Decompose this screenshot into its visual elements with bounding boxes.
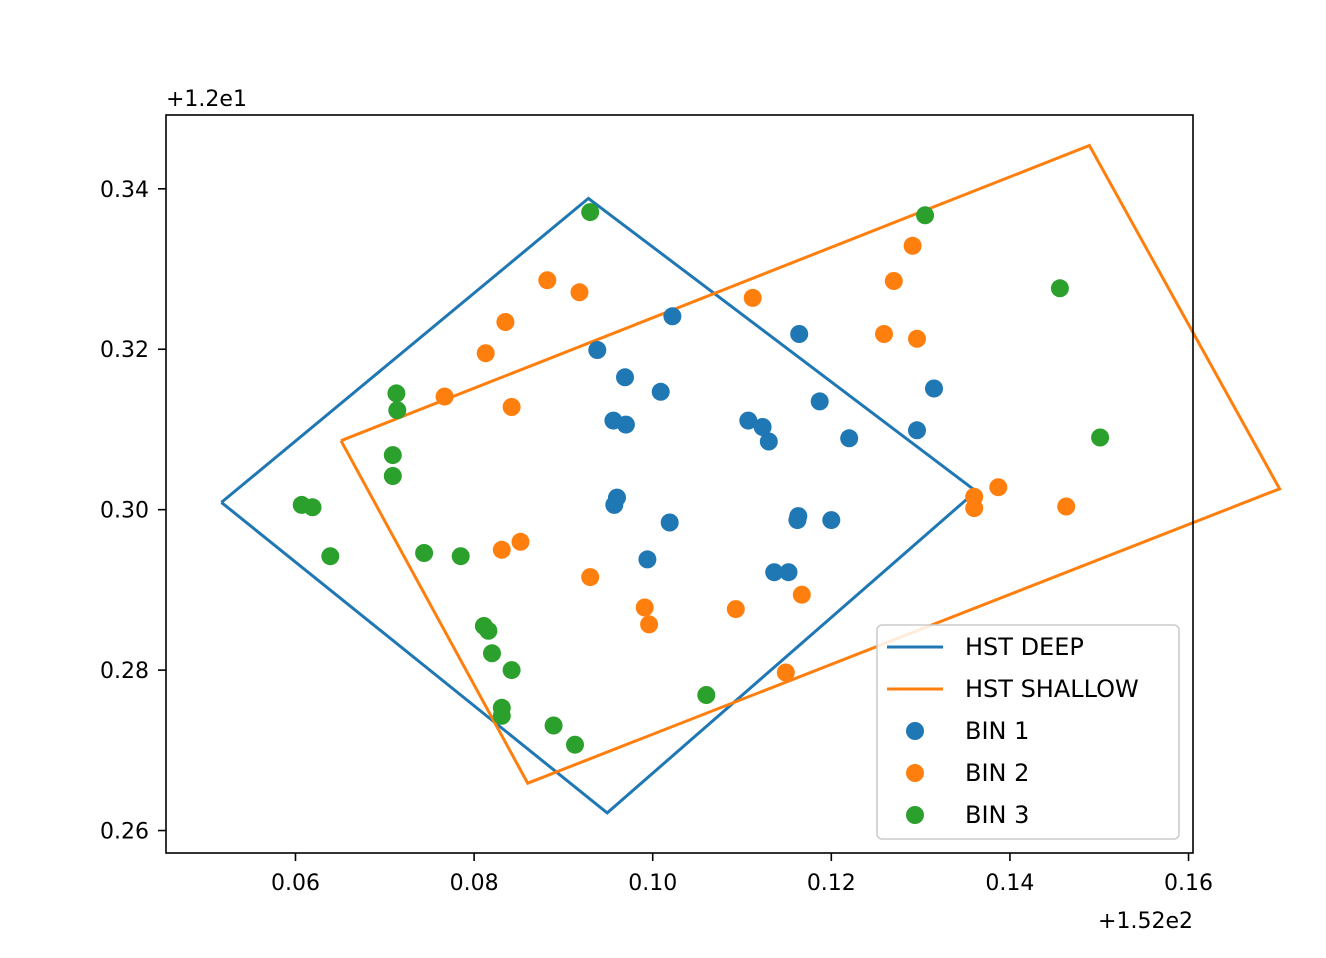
x-axis: 0.06 0.08 0.10 0.12 0.14 0.16 [271,853,1213,896]
point-bin-1 [779,563,798,582]
point-bin-2 [1057,497,1076,516]
point-bin-1 [651,382,670,401]
point-bin-2 [743,288,762,307]
y-tick-label: 0.32 [100,338,149,363]
y-tick-label: 0.28 [100,659,149,684]
point-bin-2 [726,600,745,619]
legend-box [876,624,1180,840]
legend-label-hst-shallow: HST SHALLOW [965,675,1139,703]
y-axis: 0.26 0.28 0.30 0.32 0.34 [100,178,166,845]
point-bin-1 [810,392,829,411]
point-bin-1 [616,368,634,387]
y-tick-label: 0.30 [100,499,149,524]
point-bin-1 [588,341,607,359]
series-bin-3 [292,203,1110,754]
legend-label-hst-deep: HST DEEP [965,633,1084,661]
point-bin-2 [903,236,922,255]
point-bin-1 [790,325,809,343]
x-tick-label: 0.16 [1164,871,1213,896]
point-bin-2 [435,387,454,406]
point-bin-3 [581,203,600,222]
legend-label-bin-3: BIN 3 [965,801,1029,829]
legend-label-bin-2: BIN 2 [965,759,1029,787]
x-tick-label: 0.10 [628,871,677,896]
point-bin-2 [792,585,811,604]
point-bin-3 [1050,279,1069,298]
point-bin-2 [476,344,495,363]
y-offset-label: +1.2e1 [166,87,247,112]
series-bin-2 [435,236,1076,682]
point-bin-2 [538,271,557,290]
point-bin-1 [765,563,784,582]
y-tick-label: 0.26 [100,820,149,845]
point-bin-3 [483,644,501,663]
point-bin-3 [916,206,935,225]
plot-frame [165,114,1194,854]
point-bin-1 [788,511,807,530]
point-bin-2 [884,272,903,290]
point-bin-3 [388,401,407,420]
y-tick-label: 0.34 [100,178,149,203]
legend: HST DEEP HST SHALLOW BIN 1 BIN 2 BIN 3 [876,624,1180,840]
point-bin-3 [492,706,511,725]
x-tick-label: 0.14 [985,871,1034,896]
point-bin-1 [638,550,657,569]
point-bin-1 [908,421,926,440]
x-tick-label: 0.06 [271,871,320,896]
point-bin-3 [303,498,322,517]
point-bin-1 [822,511,841,530]
point-bin-3 [566,735,584,754]
point-bin-2 [570,283,589,302]
point-bin-2 [581,568,600,587]
point-bin-1 [739,411,758,430]
point-bin-3 [1091,428,1110,447]
point-bin-1 [840,429,859,448]
point-bin-3 [451,547,470,566]
point-bin-3 [415,544,434,562]
point-bin-2 [502,398,521,416]
series-bin-1 [588,307,943,582]
legend-swatch-bin-2 [906,764,924,782]
point-bin-3 [383,446,402,465]
point-bin-3 [697,686,716,704]
point-bin-2 [511,532,530,551]
point-bin-3 [544,716,563,735]
point-bin-1 [663,307,682,326]
point-bin-2 [776,663,795,682]
legend-swatch-bin-1 [906,722,924,740]
point-bin-2 [965,499,984,518]
point-bin-2 [496,313,515,331]
point-bin-1 [753,418,772,436]
point-bin-3 [387,384,406,403]
x-tick-label: 0.08 [450,871,499,896]
point-bin-1 [759,432,778,451]
point-layer [292,203,1110,754]
point-bin-1 [660,513,679,532]
point-bin-2 [640,615,659,634]
point-bin-1 [925,379,943,398]
point-bin-2 [908,329,926,348]
point-bin-3 [321,547,340,566]
x-offset-label: +1.52e2 [1098,909,1193,934]
point-bin-2 [492,540,511,559]
point-bin-1 [605,495,624,514]
point-bin-3 [383,467,402,485]
legend-swatch-bin-3 [906,806,924,824]
x-tick-label: 0.12 [807,871,856,896]
point-bin-2 [635,598,654,617]
outline-hst-shallow [339,143,1282,786]
point-bin-3 [502,661,521,680]
legend-label-bin-1: BIN 1 [965,717,1029,745]
point-bin-1 [616,415,635,434]
point-bin-3 [479,621,498,640]
point-bin-2 [989,478,1008,497]
point-bin-2 [875,325,893,343]
